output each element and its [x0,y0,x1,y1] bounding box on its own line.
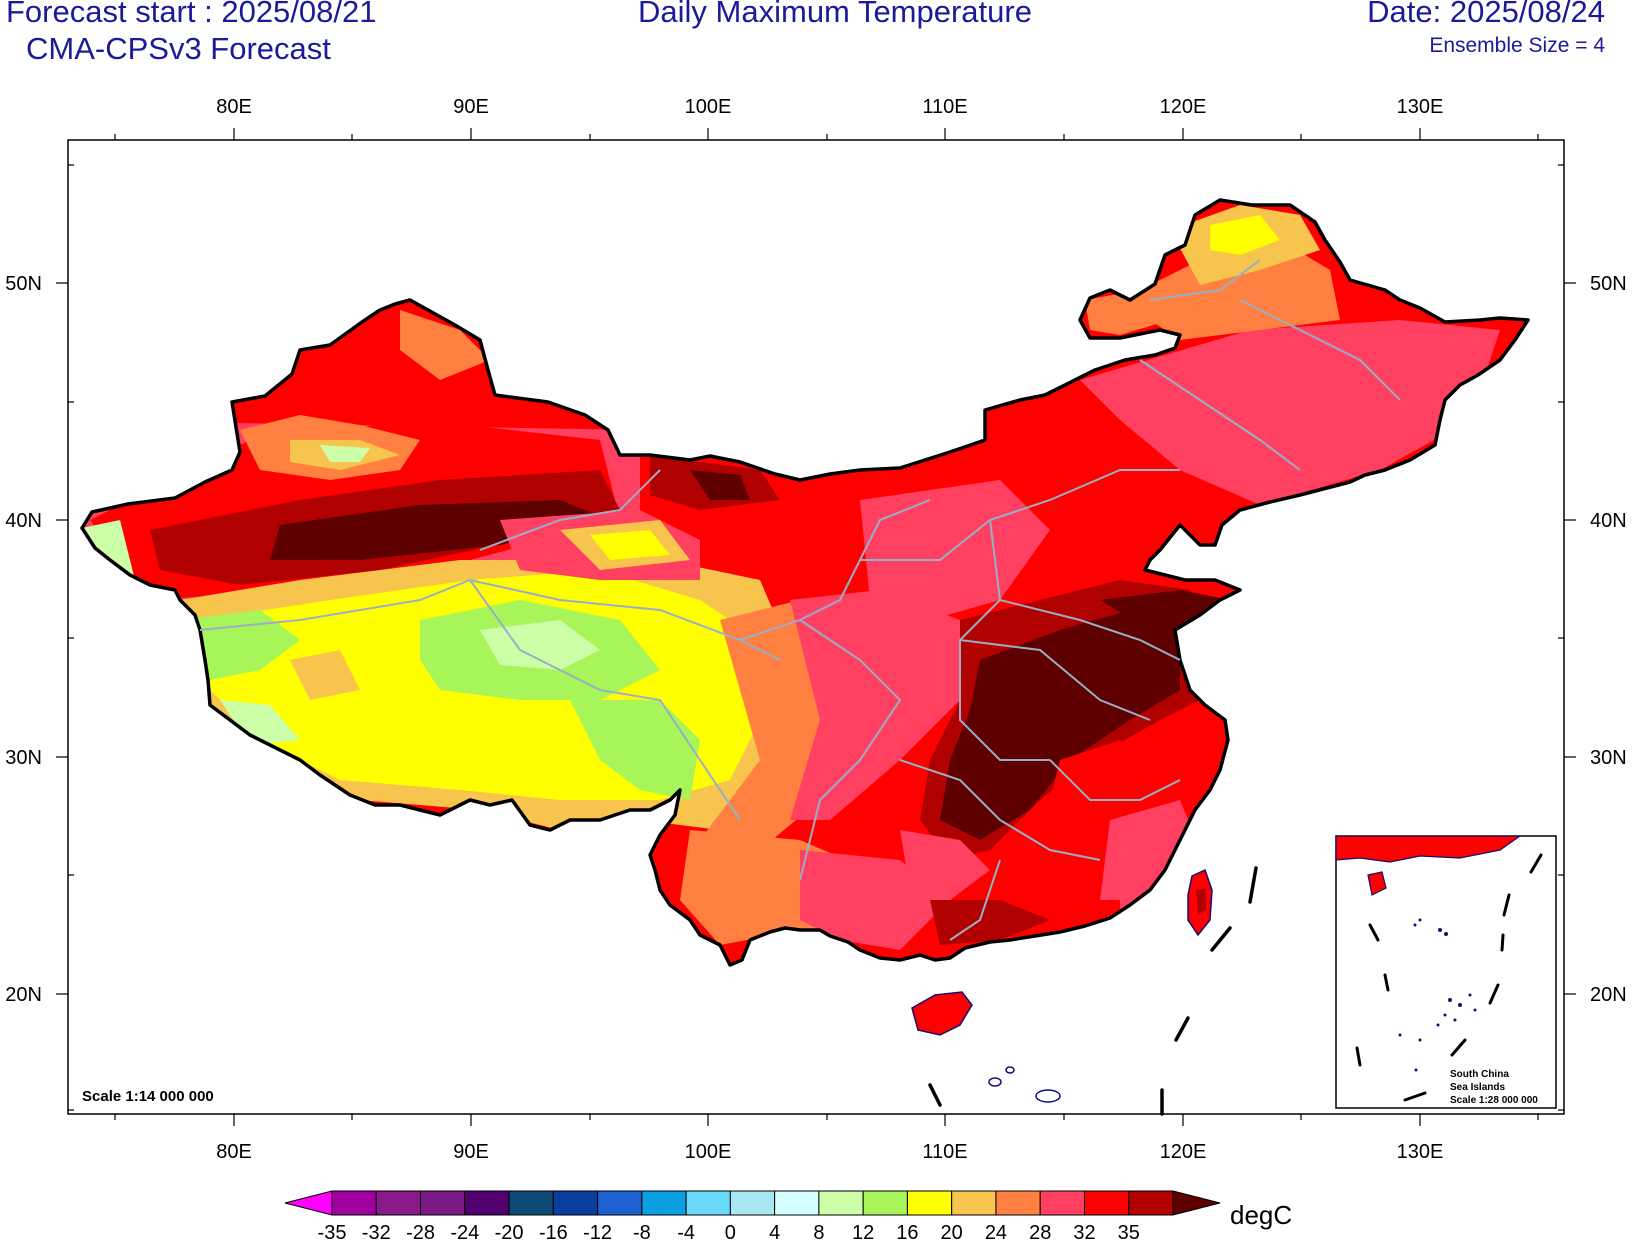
lon-label-top-100e: 100E [685,96,732,118]
colorbar-box [464,1190,510,1216]
lat-label-right-40n: 40N [1590,510,1627,532]
lon-label-top-130e: 130E [1397,96,1444,118]
colorbar-tick-label: 4 [769,1222,780,1241]
lon-label-top-110e: 110E [922,96,967,118]
lon-label-top-80e: 80E [216,96,252,118]
colorbar-tick-label: 35 [1118,1222,1140,1241]
lon-label-bottom-90e: 90E [453,1141,489,1163]
colorbar-tick-label: 28 [1029,1222,1051,1241]
province-boundaries [199,259,1401,941]
ensemble-size-label: Ensemble Size = 4 [1429,34,1605,57]
colorbar-box [729,1190,776,1216]
colorbar-tick-label: -20 [495,1222,524,1241]
colorbar-box [375,1190,422,1216]
map-title: Daily Maximum Temperature [638,0,1032,29]
inset-scale-label: Scale 1:28 000 000 [1450,1095,1538,1106]
colorbar-tick-label: 0 [725,1222,736,1241]
colorbar-tick-label: -4 [677,1222,695,1241]
south-china-sea-inset: South China Sea Islands Scale 1:28 000 0… [1335,835,1557,1109]
colorbar-box [1083,1190,1130,1216]
colorbar-box [597,1190,643,1216]
colorbar-tick-label: -35 [318,1222,347,1241]
colorbar-tick-label: -8 [633,1222,651,1241]
lat-label-right-20n: 20N [1590,984,1627,1006]
lon-label-bottom-130e: 130E [1397,1141,1444,1163]
colorbar-box [906,1190,953,1216]
colorbar-tick-label: 24 [985,1222,1007,1241]
colorbar-tick-label: -28 [406,1222,435,1241]
colorbar-box [995,1190,1041,1216]
colorbar-labels: -35 -32 -28 -24 -20 -16 -12 -8 -4 0 4 8 12 16 20 24 28 32… [318,1222,1140,1241]
colorbar-tick-label: 8 [813,1222,824,1241]
hainan-island [911,991,973,1036]
lon-label-top-90e: 90E [453,96,489,118]
lon-label-bottom-100e: 100E [685,1141,732,1163]
axis-ticks [56,128,1576,1126]
colorbar-tick-label: -16 [539,1222,568,1241]
colorbar-tick-label: 12 [852,1222,874,1241]
lat-label-left-20n: 20N [5,984,42,1006]
lon-label-top-120e: 120E [1160,96,1207,118]
colorbar-tick-label: 20 [941,1222,963,1241]
colorbar-box [818,1190,864,1216]
lat-label-left-30n: 30N [5,747,42,769]
colorbar-box [685,1190,731,1216]
china-border [80,198,1530,967]
forecast-date-label: Date: 2025/08/24 [1367,0,1605,29]
colorbar-box [641,1190,687,1216]
colorbar-arrow-low [284,1190,333,1216]
lat-label-left-50n: 50N [5,273,42,295]
colorbar-box [420,1190,466,1216]
colorbar-tick-label: -12 [583,1222,612,1241]
lon-label-bottom-110e: 110E [922,1141,967,1163]
colorbar-box [774,1190,820,1216]
colorbar [284,1190,1221,1216]
colorbar-box [951,1190,997,1216]
lon-label-bottom-120e: 120E [1160,1141,1207,1163]
inset-label-line1: South China [1450,1069,1509,1080]
inset-label-line2: Sea Islands [1450,1082,1505,1093]
colorbar-tick-label: 16 [896,1222,918,1241]
colorbar-box [331,1190,377,1216]
colorbar-tick-label: -32 [362,1222,391,1241]
colorbar-box [508,1190,554,1216]
model-label: CMA-CPSv3 Forecast [26,31,331,66]
colorbar-box [1128,1190,1174,1216]
lat-label-right-50n: 50N [1590,273,1627,295]
colorbar-arrow-high [1172,1190,1221,1216]
colorbar-box [862,1190,908,1216]
colorbar-box [552,1190,599,1216]
colorbar-unit-label: degC [1230,1200,1292,1230]
dashed-boundary [928,866,1258,1116]
map-scale-label: Scale 1:14 000 000 [82,1088,214,1105]
colorbar-tick-label: -24 [450,1222,479,1241]
colorbar-tick-label: 32 [1073,1222,1095,1241]
forecast-start-label: Forecast start : 2025/08/21 [6,0,377,29]
lat-label-right-30n: 30N [1590,747,1627,769]
lon-label-bottom-80e: 80E [216,1141,252,1163]
small-islands [988,1066,1061,1103]
colorbar-box [1039,1190,1085,1216]
lat-label-left-40n: 40N [5,510,42,532]
